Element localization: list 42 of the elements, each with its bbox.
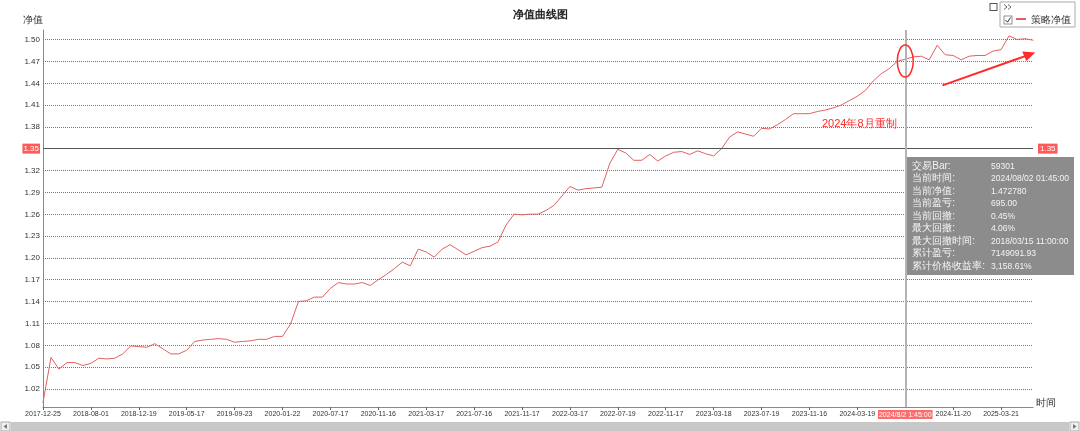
y-axis-title: 净值 (23, 13, 43, 25)
y-tick-label: 1.02 (24, 384, 41, 394)
y-tick-label: 1.47 (24, 56, 41, 66)
y-tick-label: 1.26 (24, 209, 41, 219)
y-tick-label: 1.05 (24, 362, 41, 372)
y-tick-label: 1.44 (24, 78, 41, 88)
y-tick-label: 1.41 (24, 100, 41, 110)
annotation: 当前时间: (912, 172, 957, 185)
annotation: 59301 (991, 159, 1016, 173)
chart-title: 净值曲线图 (512, 7, 568, 20)
y-tick-label: 1.35 (23, 144, 40, 154)
annotation: 最大回撤: (912, 222, 957, 235)
y-tick-label: 1.14 (24, 296, 41, 306)
annotation: 累计盈亏: (912, 247, 957, 260)
annotation: 交易Bar: (912, 159, 952, 173)
annotation: 1.472780 (991, 184, 1028, 198)
annotation: 3,158.61% (991, 259, 1033, 273)
x-axis-title: 时间 (1036, 396, 1056, 408)
annotation: 0.45% (991, 209, 1017, 223)
annotation: 2024/08/02 01:45:00 (991, 172, 1070, 185)
y-tick-label: 1.23 (24, 231, 41, 241)
legend-label: 策略净值 (1031, 13, 1071, 25)
annotation: 2024年8月重制 (821, 116, 897, 130)
annotation: 最大回撤时间: (912, 234, 977, 247)
y-tick-label: 1.50 (24, 34, 41, 44)
y-tick-label: 1.38 (24, 122, 41, 132)
annotation: 当前净值: (912, 184, 957, 198)
y-tick-label: 1.20 (24, 253, 41, 263)
annotation: 695.00 (991, 197, 1019, 210)
y-tick-label: 1.08 (24, 340, 41, 350)
annotation: 2018/03/15 11:00:00 (991, 234, 1070, 248)
line-series (42, 35, 1034, 404)
annotation: 当前回撤: (912, 209, 957, 223)
annotation: 4.06% (991, 222, 1017, 235)
y-tick-label: 1.17 (24, 275, 41, 285)
ref-line-label: 1.35 (1040, 144, 1057, 154)
annotation: 7149091.93 (991, 247, 1037, 260)
annotation: 当前盈亏: (912, 197, 957, 210)
annotation: 累计价格收益率: (912, 259, 986, 273)
y-tick-label: 1.11 (25, 318, 41, 328)
y-tick-label: 1.32 (24, 165, 41, 175)
y-tick-label: 1.29 (24, 187, 41, 197)
